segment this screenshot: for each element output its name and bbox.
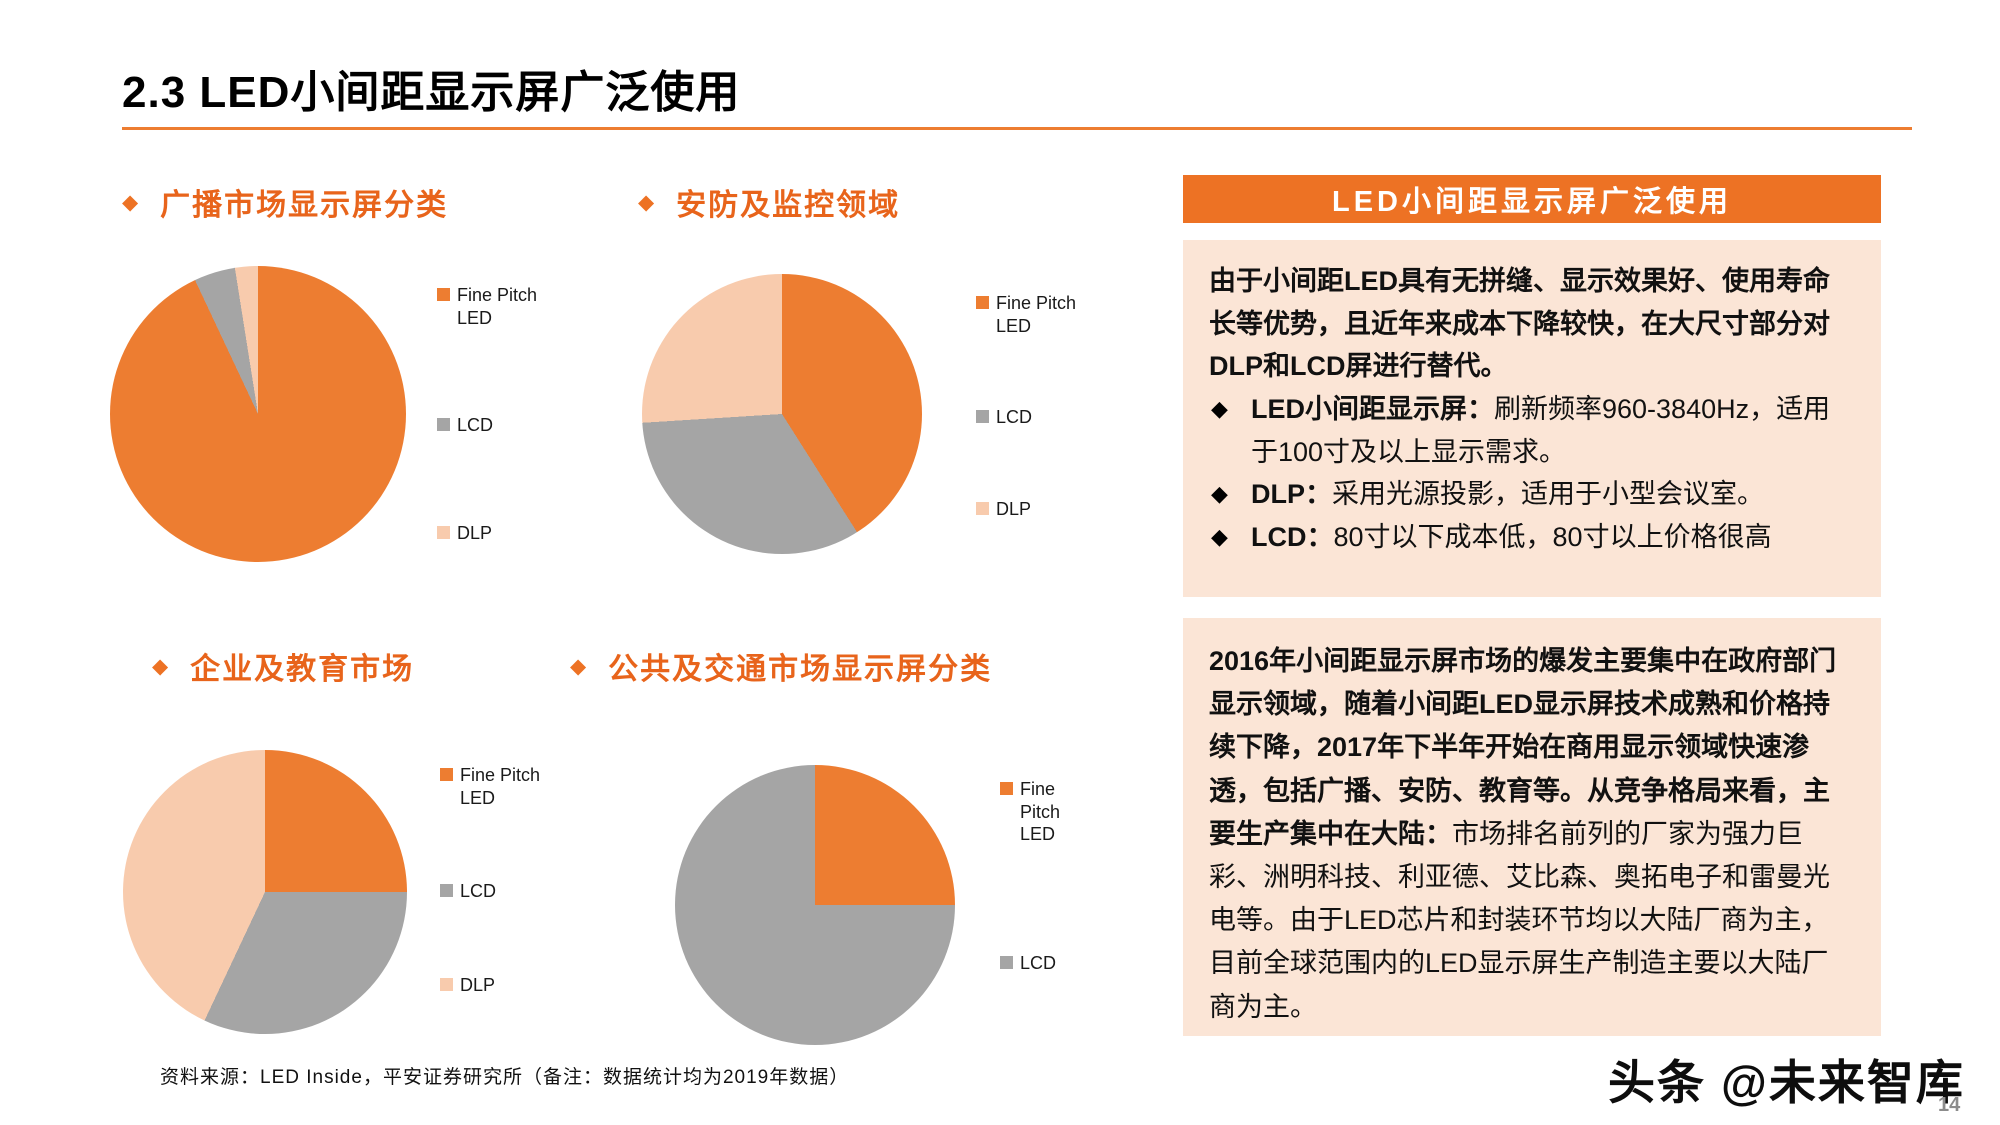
diamond-icon: ◆ <box>1211 481 1228 507</box>
pie-graphic <box>675 765 955 1045</box>
legend-swatch <box>976 296 989 309</box>
legend-item: LCD <box>440 880 570 903</box>
pie-graphic <box>642 274 922 554</box>
legend-label: Fine Pitch LED <box>1020 779 1061 844</box>
legend-swatch <box>437 288 450 301</box>
info-box-intro: 由于小间距LED具有无拼缝、显示效果好、使用寿命长等优势，且近年来成本下降较快，… <box>1209 266 1830 382</box>
legend-item: DLP <box>440 974 570 997</box>
legend-label: DLP <box>457 522 493 543</box>
legend-label: Fine Pitch LED <box>460 765 541 808</box>
diamond-bullet-icon: ◆ <box>152 654 171 678</box>
legend-label: DLP <box>996 498 1032 519</box>
page-number: 14 <box>1938 1094 1961 1116</box>
chart-legend: Fine Pitch LED LCD <box>1000 778 1080 974</box>
legend-swatch <box>437 418 450 431</box>
legend-swatch <box>976 501 989 515</box>
diamond-bullet-icon: ◆ <box>122 190 141 214</box>
chart-legend: Fine Pitch LED LCD DLP <box>440 764 570 996</box>
market-text-rest: 市场排名前列的厂家为强力巨彩、洲明科技、利亚德、艾比森、奥拓电子和雷曼光电等。由… <box>1209 818 1830 1022</box>
legend-item: DLP <box>437 522 567 545</box>
info-box-advantages: 由于小间距LED具有无拼缝、显示效果好、使用寿命长等优势，且近年来成本下降较快，… <box>1183 240 1881 597</box>
legend-label: Fine Pitch LED <box>457 285 538 328</box>
chart-title: 安防及监控领域 <box>676 189 901 222</box>
pie-chart-enterprise-education: ◆ 企业及教育市场 Fine Pitch LED LCD DLP <box>120 640 680 1080</box>
chart-title: 企业及教育市场 <box>190 653 415 686</box>
diamond-bullet-icon: ◆ <box>570 654 589 678</box>
market-text-lead: 2016年小间距显示屏市场的爆发主要集中在政府部门显示领域，随着小间距LED显示… <box>1209 646 1837 849</box>
bullet-text: 采用光源投影，适用于小型会议室。 <box>1332 479 1764 510</box>
bullet-label: LCD： <box>1251 521 1334 552</box>
legend-label: Fine Pitch LED <box>996 293 1077 336</box>
page-title: 2.3 LED小间距显示屏广泛使用 <box>122 68 741 117</box>
legend-label: LCD <box>460 881 497 901</box>
legend-swatch <box>440 768 453 781</box>
legend-label: DLP <box>460 974 496 995</box>
legend-swatch <box>440 977 453 991</box>
panel-bullet: ◆ LCD：80寸以下成本低，80寸以上价格很高 <box>1209 516 1855 559</box>
legend-item: LCD <box>1000 952 1080 975</box>
panel-header-bar: LED小间距显示屏广泛使用 <box>1183 175 1881 223</box>
legend-swatch <box>976 410 989 423</box>
legend-label: LCD <box>1020 952 1057 973</box>
diamond-icon: ◆ <box>1211 523 1228 549</box>
pie-graphic <box>110 266 406 562</box>
legend-label: LCD <box>457 415 494 435</box>
legend-label: LCD <box>996 407 1033 427</box>
legend-item: DLP <box>976 498 1106 521</box>
legend-item: Fine Pitch LED <box>437 284 567 329</box>
source-note: 资料来源：LED Inside，平安证券研究所（备注：数据统计均为2019年数据… <box>160 1067 850 1088</box>
bullet-label: LED小间距显示屏： <box>1251 393 1494 424</box>
chart-title-row: ◆ 公共及交通市场显示屏分类 <box>570 644 992 688</box>
pie-chart-broadcast-market: ◆ 广播市场显示屏分类 Fine Pitch LED LCD DLP <box>100 178 680 608</box>
title-underline <box>122 127 1912 130</box>
chart-legend: Fine Pitch LED LCD DLP <box>976 292 1106 520</box>
diamond-icon: ◆ <box>1211 395 1228 421</box>
diamond-bullet-icon: ◆ <box>638 190 657 214</box>
legend-item: LCD <box>437 414 567 437</box>
legend-swatch <box>437 525 450 539</box>
bullet-label: DLP： <box>1251 479 1332 510</box>
legend-swatch <box>440 884 453 897</box>
watermark-logo: 头条 @未来智库 <box>1608 1056 1965 1109</box>
info-box-market: 2016年小间距显示屏市场的爆发主要集中在政府部门显示领域，随着小间距LED显示… <box>1183 618 1881 1036</box>
panel-bullet: ◆ DLP：采用光源投影，适用于小型会议室。 <box>1209 473 1855 516</box>
pie-graphic <box>123 750 407 1034</box>
legend-item: Fine Pitch LED <box>976 292 1106 337</box>
chart-title-row: ◆ 企业及教育市场 <box>152 644 414 688</box>
chart-title: 公共及交通市场显示屏分类 <box>608 653 993 686</box>
legend-item: Fine Pitch LED <box>1000 778 1080 846</box>
chart-title: 广播市场显示屏分类 <box>160 189 449 222</box>
chart-title-row: ◆ 广播市场显示屏分类 <box>122 180 448 224</box>
pie-chart-security-surveillance: ◆ 安防及监控领域 Fine Pitch LED LCD DLP <box>615 178 1135 608</box>
chart-legend: Fine Pitch LED LCD DLP <box>437 284 567 544</box>
legend-swatch <box>1000 955 1013 969</box>
legend-item: Fine Pitch LED <box>440 764 570 809</box>
legend-item: LCD <box>976 406 1106 429</box>
panel-bullet: ◆ LED小间距显示屏：刷新频率960-3840Hz，适用于100寸及以上显示需求… <box>1209 388 1855 473</box>
legend-swatch <box>1000 782 1013 795</box>
pie-chart-public-transportation: ◆ 公共及交通市场显示屏分类 Fine Pitch LED LCD <box>560 640 1120 1080</box>
bullet-text: 80寸以下成本低，80寸以上价格很高 <box>1333 521 1772 552</box>
chart-title-row: ◆ 安防及监控领域 <box>638 180 900 224</box>
bullet-text: 刷新频率960-3840Hz，适用于100寸及以上显示需求。 <box>1251 393 1831 467</box>
